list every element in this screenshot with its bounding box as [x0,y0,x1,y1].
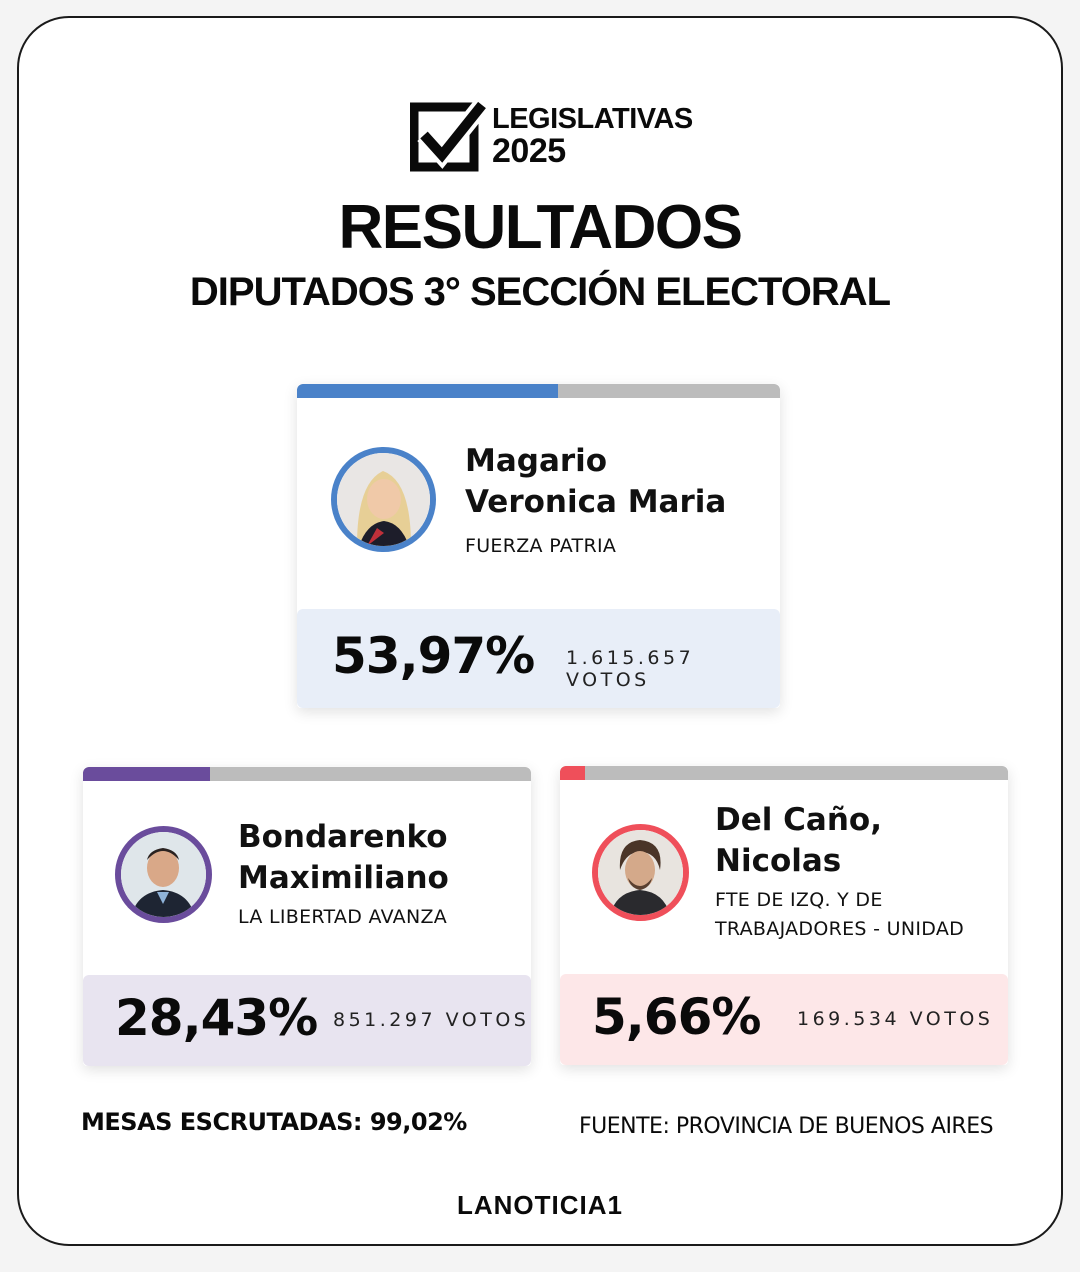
result-box: 53,97% 1.615.657 VOTOS [297,609,780,708]
person-portrait-icon [121,832,206,917]
candidate-name: Bondarenko Maximiliano [238,819,449,896]
page-title: RESULTADOS [338,193,743,262]
vote-count: 1.615.657 VOTOS [566,647,695,691]
logo-year: 2025 [492,131,566,170]
share-bar-track [297,384,780,398]
share-bar-track [560,766,1008,780]
person-portrait-icon [598,830,683,915]
legislativas-logo: LEGISLATIVAS 2025 [410,98,693,174]
candidate-card-bondarenko: Bondarenko Maximiliano LA LIBERTAD AVANZ… [83,767,531,1066]
result-box: 5,66% 169.534 VOTOS [560,974,1008,1065]
candidate-name: Del Caño, Nicolas [715,802,882,879]
candidate-name: Magario Veronica Maria [465,443,727,520]
result-box: 28,43% 851.297 VOTOS [83,975,531,1066]
person-portrait-icon [337,453,430,546]
vote-count: 851.297 VOTOS [333,1009,530,1031]
candidate-card-magario: Magario Veronica Maria FUERZA PATRIA 53,… [297,384,780,708]
vote-percentage: 5,66% [592,988,761,1046]
logo-title: LEGISLATIVAS [492,102,693,135]
share-bar-fill [560,766,586,780]
share-bar-fill [83,767,211,781]
mesas-escrutadas: MESAS ESCRUTADAS: 99,02% [81,1108,467,1136]
candidate-card-del-cano: Del Caño, Nicolas FTE DE IZQ. Y DE TRABA… [560,766,1008,1065]
ballot-check-icon [410,99,486,172]
avatar [115,826,212,923]
brand-logo: LANOTICIA1 [457,1190,623,1220]
source-note: FUENTE: PROVINCIA DE BUENOS AIRES [579,1114,994,1139]
party-name: LA LIBERTAD AVANZA [238,906,448,928]
vote-count: 169.534 VOTOS [797,1008,994,1030]
party-name: FUERZA PATRIA [465,535,617,557]
vote-percentage: 53,97% [332,627,535,685]
page-subtitle: DIPUTADOS 3° SECCIÓN ELECTORAL [189,270,891,314]
share-bar-fill [297,384,558,398]
vote-percentage: 28,43% [115,989,318,1047]
party-name: FTE DE IZQ. Y DE TRABAJADORES - UNIDAD [715,889,965,940]
avatar [331,447,436,552]
avatar [592,824,689,921]
share-bar-track [83,767,531,781]
